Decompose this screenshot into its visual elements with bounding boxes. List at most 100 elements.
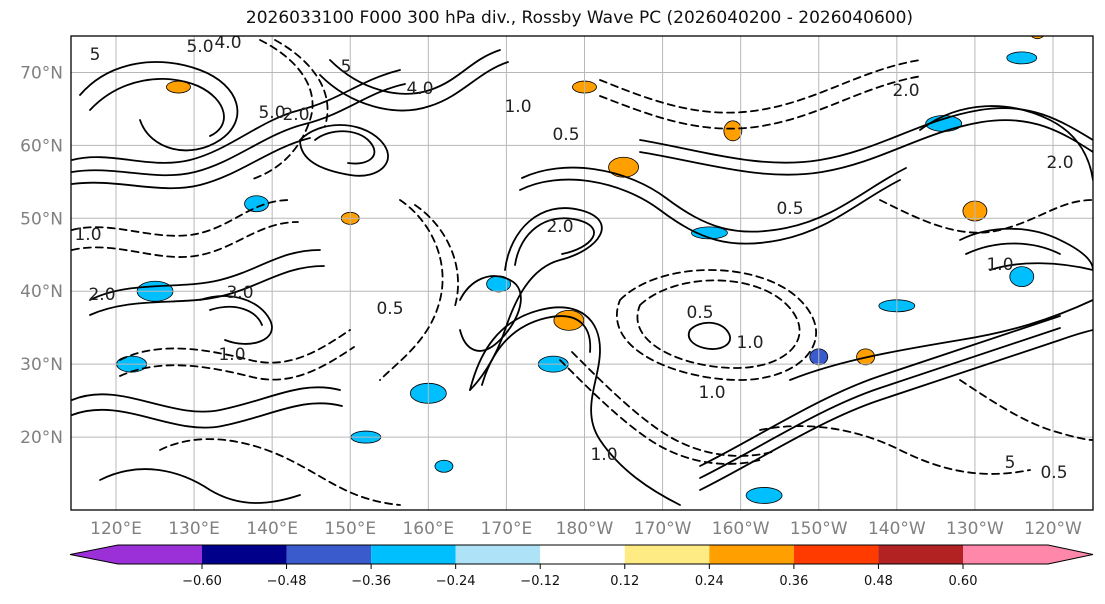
contour-line [71,402,343,429]
contour-line [414,204,459,307]
colorbar-extend-high [1048,545,1093,564]
longitude-label: 140°E [246,519,298,539]
contour-value-label: 0.5 [376,299,403,319]
colorbar-segment [118,545,202,564]
longitude-label: 160°E [402,519,454,539]
colorbar-tick-label: 0.12 [610,574,639,589]
contour-line [469,207,603,391]
colorbar-tick-label: 0.60 [949,574,978,589]
contour-value-label: 2.0 [88,285,115,305]
contour-line [599,59,921,114]
contour-line [959,379,1093,441]
contour-value-label: 2.0 [1046,153,1073,173]
contour-value-label: 0.5 [776,199,803,219]
colorbar-outline [69,544,1094,565]
colorbar: −0.60 −0.48 −0.36 −0.24 −0.12 0.12 0.24 0.36 0.4… [69,544,1094,589]
contour-line [521,166,907,233]
longitude-label: 120°W [1024,519,1082,539]
contour-line [571,351,773,457]
contour-value-label: 1.0 [698,383,725,403]
contour-value-label: 5 [341,57,352,77]
longitude-label: 150°W [790,519,848,539]
contour-line [99,468,301,504]
colorbar-tick-label: −0.24 [436,574,476,589]
contour-value-label: 0.5 [1040,463,1067,483]
longitude-label: 130°E [168,519,220,539]
contour-line [209,306,263,326]
divergence-patch [1006,51,1038,65]
latitude-label: 60°N [20,136,63,156]
latitude-label: 50°N [20,209,63,229]
map-panel: 5 5.0 4.05.02.054.01.00.53.01.02.01.00.52.… [70,35,1094,511]
contour-line [759,425,1031,475]
contour-line [599,75,923,130]
longitude-label: 180°W [556,519,614,539]
contour-value-label: 1.0 [218,345,245,365]
rossby-wave-contour-layer [71,39,1093,506]
contour-line [71,199,291,237]
colorbar-tick-label: 0.36 [779,574,808,589]
contour-value-label: 1.0 [504,97,531,117]
contour-line [919,105,1093,181]
contour-line [699,315,1061,467]
contour-line [481,315,592,386]
colorbar-segment [963,545,1048,564]
contour-line [71,69,401,164]
latitude-label: 40°N [20,282,63,302]
contour-line [989,262,1093,271]
contour-line [459,275,522,352]
contour-line [636,279,801,369]
contour-line [71,221,299,258]
contour-value-label: 5.0 [258,103,285,123]
divergence-patch [608,156,639,178]
contour-value-label: 5 [90,45,101,65]
contour-line [616,269,817,381]
contour-value-label: 2.0 [546,217,573,237]
contour-line [249,39,314,181]
graticule-layer [71,36,1093,510]
colorbar-ticks: −0.60 −0.48 −0.36 −0.24 −0.12 0.12 0.24 0.36 0.4… [182,564,977,589]
contour-line [79,61,239,152]
contour-value-label: 1.0 [74,225,101,245]
colorbar-tick-label: 0.24 [695,574,724,589]
contour-line [514,217,595,266]
longitude-label: 140°W [868,519,926,539]
longitude-labels: 120°E 130°E 140°E 150°E 160°E 170°E 180°W 170°W… [90,519,1082,539]
contour-label-layer: 5 5.0 4.05.02.054.01.00.53.01.02.01.00.52.… [74,36,1073,483]
contour-line [299,124,389,177]
contour-line [959,227,1093,271]
contour-value-label: 2.0 [282,105,309,125]
contour-line [699,327,1061,479]
contour-value-label: 5.0 [186,37,213,57]
contour-line [519,178,901,245]
contour-line [71,83,406,177]
contour-line [639,107,1093,164]
contour-line [319,61,509,112]
colorbar-segment [793,545,879,564]
contour-value-label: 0.5 [552,125,579,145]
longitude-label: 170°W [634,519,692,539]
chart-title: 2026033100 F000 300 hPa div., Rossby Wav… [245,8,914,28]
divergence-patch [691,226,728,240]
colorbar-segment [540,545,625,564]
colorbar-segment [709,545,794,564]
contour-line [329,49,501,95]
colorbar-segment [202,545,287,564]
contour-line [687,321,731,350]
contour-value-label: 1.0 [590,445,617,465]
longitude-label: 160°W [712,519,770,539]
colorbar-segment [455,545,541,564]
contour-line [159,438,401,506]
contour-line [119,329,351,364]
latitude-label: 30°N [20,355,63,375]
contour-line [274,39,329,127]
contour-line [379,199,444,381]
colorbar-segment [624,545,710,564]
latitude-label: 70°N [20,63,63,83]
contour-line [469,306,681,506]
divergence-patch [244,195,269,213]
contour-line [199,295,273,345]
contour-value-label: 3.0 [226,283,253,303]
latitude-labels: 70°N 60°N 50°N 40°N 30°N 20°N [20,63,63,448]
contour-line [789,299,1093,381]
